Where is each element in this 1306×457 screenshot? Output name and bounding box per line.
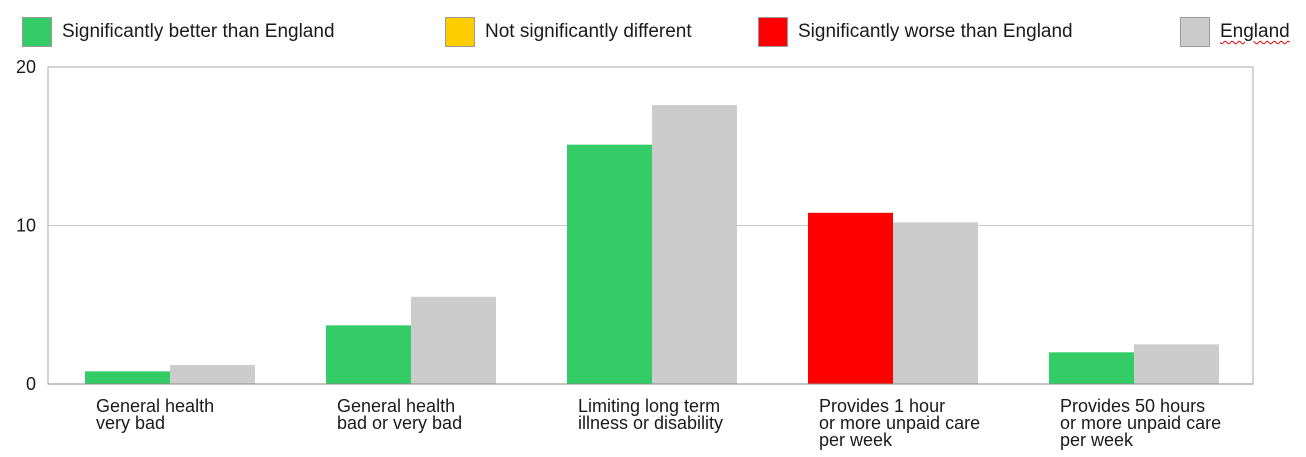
area-bar: [567, 144, 652, 384]
legend-swatch-worse: [758, 17, 788, 47]
x-category-label: General health very bad: [96, 396, 215, 433]
england-bar: [170, 364, 255, 384]
x-category-label: General health bad or very bad: [337, 396, 463, 433]
legend-item-better: Significantly better than England: [22, 14, 335, 50]
area-bar: [85, 371, 170, 384]
legend-label-better: Significantly better than England: [62, 21, 335, 42]
y-tick-label: 20: [16, 57, 36, 77]
england-bar: [411, 296, 496, 384]
x-category-label: Provides 50 hours or more unpaid care pe…: [1060, 396, 1222, 450]
x-category-label: Provides 1 hour or more unpaid care per …: [819, 396, 981, 450]
area-bar: [1049, 352, 1134, 384]
legend-swatch-not-different: [445, 17, 475, 47]
area-bar: [326, 325, 411, 384]
y-tick-label: 10: [16, 216, 36, 236]
chart-legend: Significantly better than England Not si…: [0, 0, 1306, 60]
legend-label-england: England: [1220, 21, 1290, 42]
legend-item-not-different: Not significantly different: [445, 14, 692, 50]
england-bar: [893, 222, 978, 384]
legend-label-not-different: Not significantly different: [485, 21, 692, 42]
y-tick-label: 0: [26, 374, 36, 394]
legend-swatch-england: [1180, 17, 1210, 47]
legend-swatch-better: [22, 17, 52, 47]
area-bar: [808, 212, 893, 384]
legend-item-worse: Significantly worse than England: [758, 14, 1073, 50]
legend-item-england: England: [1180, 14, 1290, 50]
england-bar: [652, 105, 737, 384]
england-bar: [1134, 344, 1219, 384]
legend-label-worse: Significantly worse than England: [798, 21, 1073, 42]
x-category-label: Limiting long term illness or disability: [578, 396, 724, 433]
